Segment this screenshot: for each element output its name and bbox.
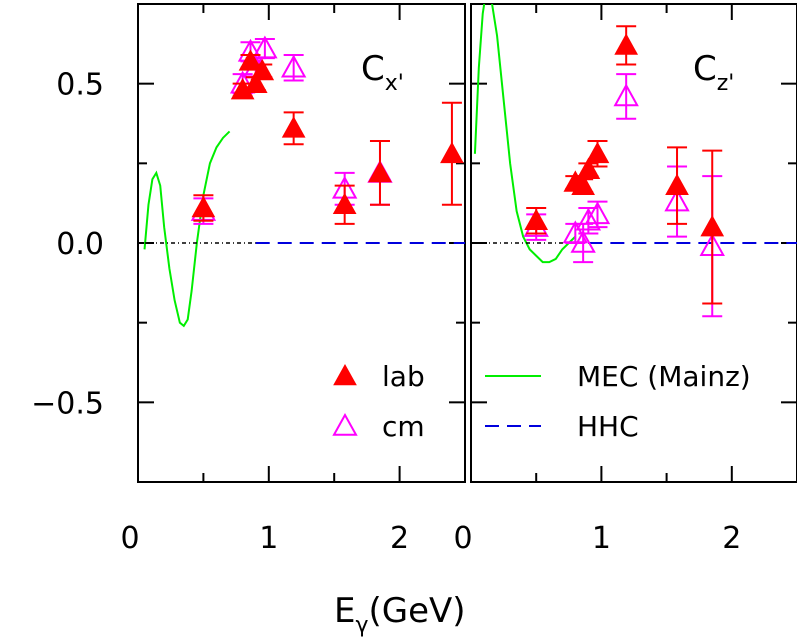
lab-point bbox=[243, 71, 268, 93]
panel-label: Cx' bbox=[361, 49, 404, 96]
y-tick-label: 0.0 bbox=[56, 227, 104, 262]
x-axis-title-sub: γ bbox=[355, 613, 368, 638]
x-tick-label: 2 bbox=[722, 521, 741, 556]
legend-label-lab: lab bbox=[382, 360, 425, 393]
panel-label-main: C bbox=[693, 49, 717, 89]
cm-point bbox=[280, 54, 307, 78]
legend-lab-marker bbox=[333, 363, 357, 386]
panel-label-sub: z' bbox=[717, 71, 735, 96]
lab-point bbox=[614, 33, 639, 55]
legend-label-cm: cm bbox=[382, 410, 425, 443]
lab-point bbox=[585, 141, 610, 164]
lab-point bbox=[571, 173, 595, 195]
lab-point bbox=[576, 157, 601, 180]
lab-point bbox=[332, 192, 357, 215]
mec-curve bbox=[473, 4, 577, 264]
lab-point bbox=[191, 195, 216, 218]
lab-point bbox=[524, 208, 549, 230]
cm-point bbox=[570, 229, 596, 253]
lab-point bbox=[250, 58, 275, 81]
panel-cz: 0 1 2 Cz' MEC (Mainz) HHC bbox=[453, 3, 797, 556]
legend-label-hhc: HHC bbox=[577, 410, 639, 443]
y-tick-label: 0.5 bbox=[56, 68, 104, 103]
x-axis-title: Eγ(GeV) bbox=[334, 591, 466, 638]
legend-cm-marker bbox=[332, 412, 358, 436]
x-tick-label: 0 bbox=[453, 521, 472, 556]
x-axis-title-suffix: (GeV) bbox=[369, 591, 466, 631]
panel-label: Cz' bbox=[693, 49, 734, 96]
x-tick-label: 2 bbox=[390, 521, 409, 556]
panel-label-main: C bbox=[361, 49, 385, 89]
panel-label-sub: x' bbox=[385, 71, 404, 96]
x-tick-label: 1 bbox=[259, 521, 278, 556]
panel-cx: 0.5 0.0 −0.5 0 1 2 Cx' lab cm bbox=[31, 3, 466, 556]
x-tick-label: 0 bbox=[120, 521, 139, 556]
y-tick-label: −0.5 bbox=[31, 386, 104, 421]
lab-point bbox=[368, 160, 392, 183]
cm-point bbox=[252, 35, 278, 59]
mec-curve bbox=[143, 130, 231, 328]
x-axis-title-main: E bbox=[334, 591, 355, 631]
x-tick-label: 1 bbox=[592, 521, 611, 556]
legend-label-mec: MEC (Mainz) bbox=[577, 360, 751, 393]
cm-point bbox=[575, 207, 602, 231]
cm-point bbox=[562, 220, 589, 244]
lab-point bbox=[665, 173, 689, 195]
lab-point bbox=[440, 141, 464, 164]
cm-point bbox=[584, 201, 611, 225]
cm-point bbox=[613, 83, 639, 107]
lab-point bbox=[700, 215, 725, 237]
lab-point bbox=[281, 116, 306, 138]
